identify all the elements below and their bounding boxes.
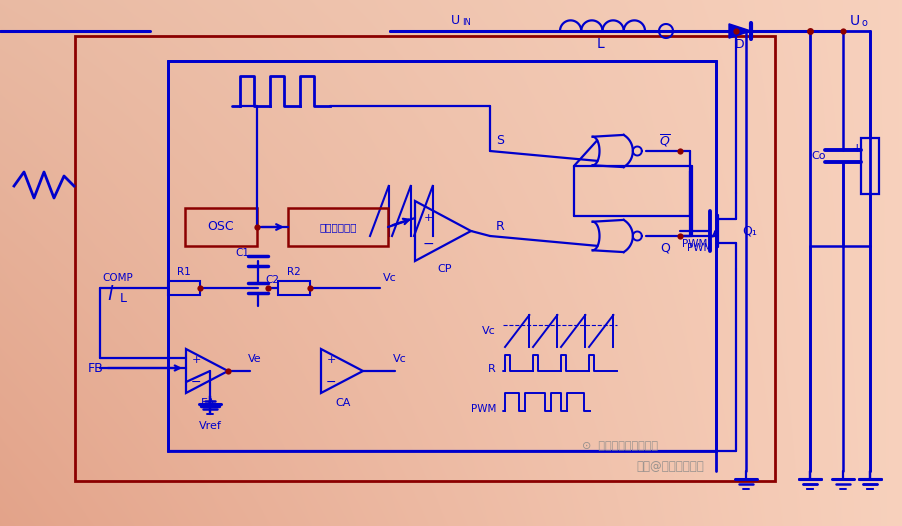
Bar	[75, 36, 775, 481]
Text: C2: C2	[265, 275, 279, 285]
Text: Co: Co	[812, 151, 826, 161]
Text: COMP: COMP	[103, 273, 133, 283]
Bar	[861, 138, 879, 194]
Text: ⊙  公众号：硬件攻城狮: ⊙ 公众号：硬件攻城狮	[582, 441, 658, 451]
Text: R2: R2	[287, 267, 301, 277]
Text: Ve: Ve	[248, 354, 262, 364]
Text: +: +	[191, 355, 200, 365]
Text: o: o	[862, 18, 868, 28]
Text: R: R	[495, 219, 504, 232]
Bar	[278, 281, 310, 295]
Text: C1: C1	[235, 248, 249, 258]
Bar	[168, 61, 716, 451]
Text: IN: IN	[462, 18, 471, 27]
Text: L: L	[596, 37, 603, 51]
Text: PWM: PWM	[471, 404, 496, 414]
Text: OSC: OSC	[207, 220, 235, 234]
Text: +: +	[851, 141, 862, 155]
Bar	[168, 281, 200, 295]
Text: U: U	[450, 15, 459, 27]
Text: PWM: PWM	[687, 243, 713, 253]
Text: −: −	[422, 237, 434, 251]
Bar	[288, 208, 388, 246]
Text: −: −	[190, 376, 201, 389]
Text: EA: EA	[200, 398, 216, 408]
Text: Vref: Vref	[198, 421, 221, 431]
Text: CA: CA	[336, 398, 351, 408]
Text: CP: CP	[437, 264, 452, 274]
Text: R: R	[488, 364, 496, 374]
Text: +: +	[423, 213, 433, 223]
Text: $\overline{Q}$: $\overline{Q}$	[659, 133, 671, 149]
Text: FB: FB	[88, 361, 104, 375]
Text: Vc: Vc	[383, 273, 397, 283]
Text: PWM: PWM	[682, 239, 708, 249]
Text: Q: Q	[660, 241, 670, 255]
Text: 头条@电子设计基础: 头条@电子设计基础	[636, 460, 704, 472]
Text: R1: R1	[177, 267, 191, 277]
Text: 锯齿波发生器: 锯齿波发生器	[319, 222, 357, 232]
Text: −: −	[326, 376, 336, 389]
Text: L: L	[120, 291, 127, 305]
Polygon shape	[729, 24, 751, 38]
Text: S: S	[496, 135, 504, 147]
Bar	[185, 208, 257, 246]
Text: U: U	[850, 14, 861, 28]
Text: D: D	[735, 38, 745, 52]
Text: +: +	[327, 355, 336, 365]
Text: Vc: Vc	[483, 326, 496, 336]
Text: i: i	[107, 285, 113, 304]
Text: Vc: Vc	[393, 354, 407, 364]
Text: Q₁: Q₁	[742, 225, 758, 238]
